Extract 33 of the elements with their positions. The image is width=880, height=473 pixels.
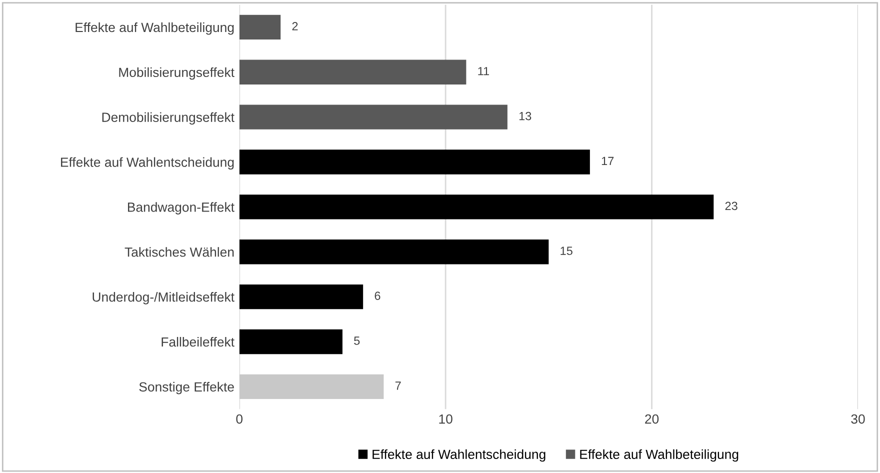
bar [239,150,590,174]
y-tick-label: Bandwagon-Effekt [128,202,234,214]
x-tick-label: 0 [236,414,243,424]
bar [239,60,466,84]
bar [239,240,549,264]
y-tick-label: Effekte auf Wahlentscheidung [61,157,234,170]
data-label: 15 [560,246,572,256]
y-tick-label: Mobilisierungseffekt [119,67,234,80]
data-label: 11 [478,67,489,76]
bar [239,374,384,400]
bar [239,14,281,40]
y-tick-label: Taktisches Wählen [124,247,234,257]
y-tick-label: Underdog-/Mitleidseffekt [92,292,234,304]
x-tick-label: 20 [645,414,659,424]
bar [239,194,714,220]
y-tick-label: Effekte auf Wahlbeteiligung [76,22,234,35]
data-label: 23 [725,202,738,210]
legend-label: Effekte auf Wahlentscheidung [372,449,546,462]
data-label: 2 [292,22,298,30]
y-tick-label: Sonstige Effekte [139,382,234,394]
data-label: 17 [602,156,614,166]
x-tick-label: 30 [851,414,865,424]
legend-label: Effekte auf Wahlbeteiligung [580,449,738,462]
bar [239,329,342,354]
data-label: 7 [395,382,401,390]
x-tick-label: 10 [439,414,452,424]
data-label: 13 [519,112,532,120]
y-tick-label: Demobilisierungseffekt [102,112,234,125]
data-label: 6 [374,292,380,300]
data-label: 5 [354,336,360,345]
bar [239,104,508,130]
y-tick-label: Fallbeileffekt [162,336,234,347]
bar [239,284,364,310]
